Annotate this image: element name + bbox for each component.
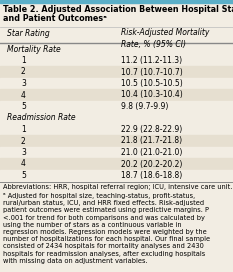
Text: 10.4 (10.3-10.4): 10.4 (10.3-10.4) [121,91,183,100]
Bar [0,89,233,100]
Text: Mortality Rate: Mortality Rate [7,45,61,54]
Bar [0,169,233,181]
Text: ᵃ Adjusted for hospital size, teaching-status, profit-status,: ᵃ Adjusted for hospital size, teaching-s… [3,193,195,199]
Text: 9.8 (9.7-9.9): 9.8 (9.7-9.9) [121,102,168,111]
Text: hospitals for readmission analyses, after excluding hospitals: hospitals for readmission analyses, afte… [3,251,205,256]
Text: 10.5 (10.5-10.5): 10.5 (10.5-10.5) [121,79,183,88]
Bar [0,66,233,78]
Text: 21.8 (21.7-21.8): 21.8 (21.7-21.8) [121,137,182,146]
Text: 22.9 (22.8-22.9): 22.9 (22.8-22.9) [121,125,182,134]
Text: Readmission Rate: Readmission Rate [7,113,76,122]
Text: 5: 5 [21,171,26,180]
Text: <.001 for trend for both comparisons and was calculated by: <.001 for trend for both comparisons and… [3,215,205,221]
Text: patient outcomes were estimated using predictive margins. P: patient outcomes were estimated using pr… [3,207,209,214]
Text: 4: 4 [21,159,26,168]
Text: 18.7 (18.6-18.8): 18.7 (18.6-18.8) [121,171,182,180]
Text: Risk-Adjusted Mortality
Rate, % (95% CI): Risk-Adjusted Mortality Rate, % (95% CI) [121,28,209,49]
Bar [0,54,233,66]
Text: regression models. Regression models were weighted by the: regression models. Regression models wer… [3,229,207,235]
Text: rural/urban status, ICU, and HRR fixed effects. Risk-adjusted: rural/urban status, ICU, and HRR fixed e… [3,200,204,206]
Text: consisted of 2434 hospitals for mortality analyses and 2430: consisted of 2434 hospitals for mortalit… [3,243,204,249]
Bar [0,112,233,123]
Text: 2: 2 [21,67,26,76]
Text: 1: 1 [21,56,26,65]
Text: 20.2 (20.2-20.2): 20.2 (20.2-20.2) [121,159,182,168]
Bar [0,147,233,158]
Text: with missing data on adjustment variables.: with missing data on adjustment variable… [3,258,148,264]
Text: 3: 3 [21,79,26,88]
Text: 1: 1 [21,125,26,134]
Bar [0,158,233,169]
Text: Star Rating: Star Rating [7,29,50,38]
Text: 4: 4 [21,91,26,100]
Text: 3: 3 [21,148,26,157]
Text: 10.7 (10.7-10.7): 10.7 (10.7-10.7) [121,67,183,76]
Bar [0,43,233,54]
Text: using the number of stars as a continuous variable in: using the number of stars as a continuou… [3,222,182,228]
Bar [0,135,233,147]
Bar [0,0,233,3]
Text: Table 2. Adjusted Association Between Hospital Star Rating: Table 2. Adjusted Association Between Ho… [3,5,233,14]
Bar [0,78,233,89]
Text: Abbreviations: HRR, hospital referral region; ICU, intensive care unit.: Abbreviations: HRR, hospital referral re… [3,184,232,190]
Text: 21.0 (21.0-21.0): 21.0 (21.0-21.0) [121,148,182,157]
Bar [0,123,233,135]
Text: 11.2 (11.2-11.3): 11.2 (11.2-11.3) [121,56,182,65]
Text: number of hospitalizations for each hospital. Our final sample: number of hospitalizations for each hosp… [3,236,210,242]
Text: and Patient Outcomesᵃ: and Patient Outcomesᵃ [3,14,107,23]
Text: 5: 5 [21,102,26,111]
Bar [0,100,233,112]
Text: 2: 2 [21,137,26,146]
